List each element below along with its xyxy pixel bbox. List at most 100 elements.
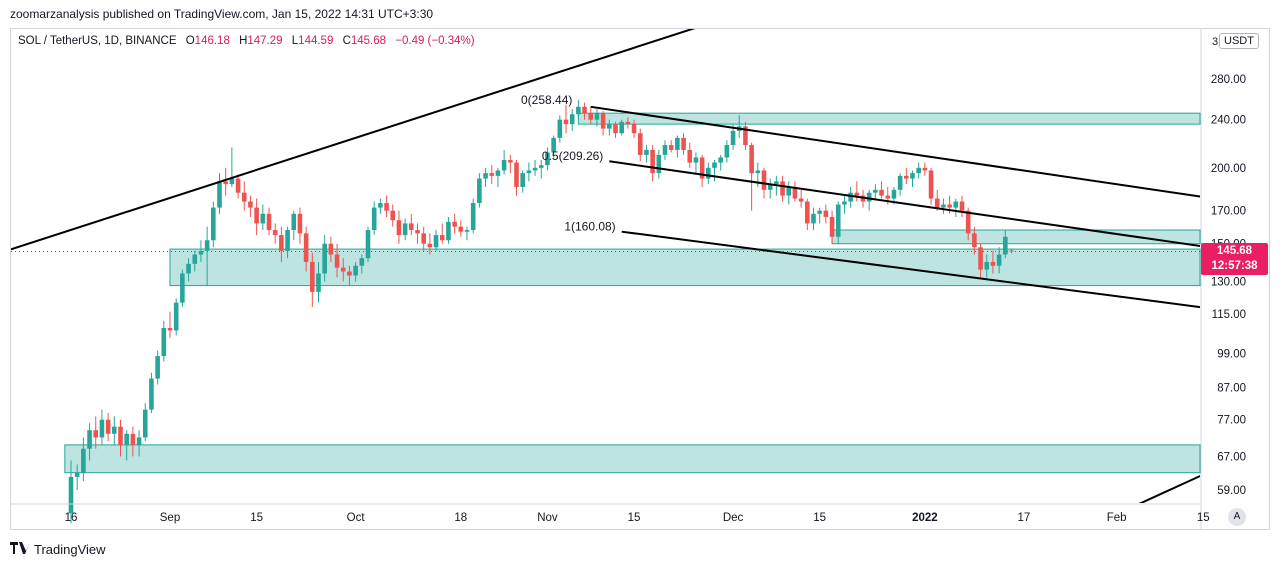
candle	[303, 226, 309, 272]
candle-body	[173, 302, 179, 331]
candle-body	[545, 152, 550, 166]
candle-body	[526, 170, 532, 174]
candle	[260, 204, 266, 231]
candle-body	[501, 160, 507, 171]
candle	[279, 226, 284, 262]
candle-body	[303, 233, 309, 262]
candle	[241, 181, 247, 211]
candle-body	[93, 430, 99, 438]
candle-body	[767, 184, 773, 190]
candle	[223, 167, 228, 196]
candle-body	[136, 437, 142, 445]
candle-body	[829, 216, 835, 237]
auto-scale-button[interactable]: A	[1228, 508, 1246, 526]
time-tick-label: Feb	[1107, 512, 1127, 524]
candle-body	[774, 181, 779, 185]
candle-body	[619, 121, 624, 134]
candle-body	[928, 170, 934, 199]
candle	[582, 102, 587, 120]
candle-body	[402, 223, 408, 236]
candle-body	[848, 192, 853, 202]
symbol-legend: SOL / TetherUS, 1D, BINANCE O146.18 H147…	[18, 35, 475, 47]
candle	[87, 423, 92, 461]
candle-body	[557, 119, 563, 138]
last-price-tag: 145.68 12:57:38	[1201, 243, 1268, 275]
candle	[607, 119, 612, 136]
candle-body	[81, 448, 86, 473]
candle-body	[866, 192, 872, 202]
time-tick-label: 2022	[912, 512, 938, 524]
candle-body	[761, 170, 767, 190]
candle	[916, 162, 921, 179]
candle	[959, 195, 965, 217]
currency-button[interactable]: USDT	[1219, 33, 1259, 49]
candle-body	[340, 267, 346, 272]
candle-body	[891, 189, 897, 199]
candle-body	[204, 240, 210, 251]
candle-body	[427, 243, 433, 248]
candle-body	[316, 273, 321, 292]
candle-body	[396, 220, 402, 236]
candle	[538, 160, 544, 179]
candle-body	[693, 157, 699, 163]
publisher-line: zoomarzanalysis published on TradingView…	[10, 7, 434, 21]
candle-body	[941, 204, 946, 208]
candle	[334, 243, 340, 278]
candle-body	[347, 271, 352, 276]
candle	[545, 147, 550, 171]
tradingview-logo[interactable]: TradingView	[10, 541, 106, 557]
candle-body	[260, 213, 266, 224]
time-tick-label: Sep	[160, 512, 180, 524]
fib-level-label: 0(258.44)	[521, 93, 572, 107]
candle-body	[563, 119, 569, 125]
candle-body	[279, 235, 284, 251]
candle-body	[743, 126, 748, 146]
candle-body	[87, 430, 92, 449]
candle-body	[706, 167, 711, 179]
open-label: O	[185, 35, 195, 47]
candle-body	[124, 433, 129, 445]
candle	[118, 419, 123, 457]
candle	[712, 160, 717, 182]
time-tick-label: Dec	[723, 512, 744, 524]
candle	[693, 152, 699, 174]
candle	[322, 235, 327, 282]
candle-body	[650, 149, 655, 174]
candle-body	[965, 210, 971, 234]
candle	[805, 198, 810, 231]
candle	[161, 320, 167, 362]
descending-channel-lower	[621, 230, 1200, 309]
candle-body	[631, 124, 637, 134]
candle-body	[569, 114, 575, 125]
last-price-value: 145.68	[1216, 245, 1253, 257]
candle	[291, 210, 297, 241]
candle	[798, 189, 804, 208]
candle-body	[167, 327, 173, 331]
candle-body	[668, 145, 674, 150]
candle	[600, 111, 606, 136]
candle-body	[835, 204, 841, 237]
candle-body	[792, 186, 798, 199]
candle-body	[972, 233, 977, 248]
candle-body	[180, 273, 185, 303]
candle-body	[365, 230, 371, 259]
candle	[1009, 248, 1014, 254]
candle	[1003, 230, 1008, 259]
candle	[724, 140, 730, 163]
candle	[254, 198, 259, 236]
candle	[934, 189, 940, 211]
candle-body	[142, 409, 148, 438]
candle	[402, 218, 408, 241]
candle	[631, 119, 637, 138]
candle	[681, 133, 686, 155]
price-tick-label: 99.00	[1217, 348, 1246, 360]
candle-body	[118, 426, 123, 445]
candle-body	[409, 223, 414, 231]
price-tick-label: 67.00	[1217, 451, 1246, 463]
candle-body	[817, 210, 822, 214]
low-value: 144.59	[298, 35, 334, 47]
candle	[699, 154, 705, 187]
price-tick-label: 170.00	[1211, 206, 1246, 218]
candle	[569, 108, 575, 131]
